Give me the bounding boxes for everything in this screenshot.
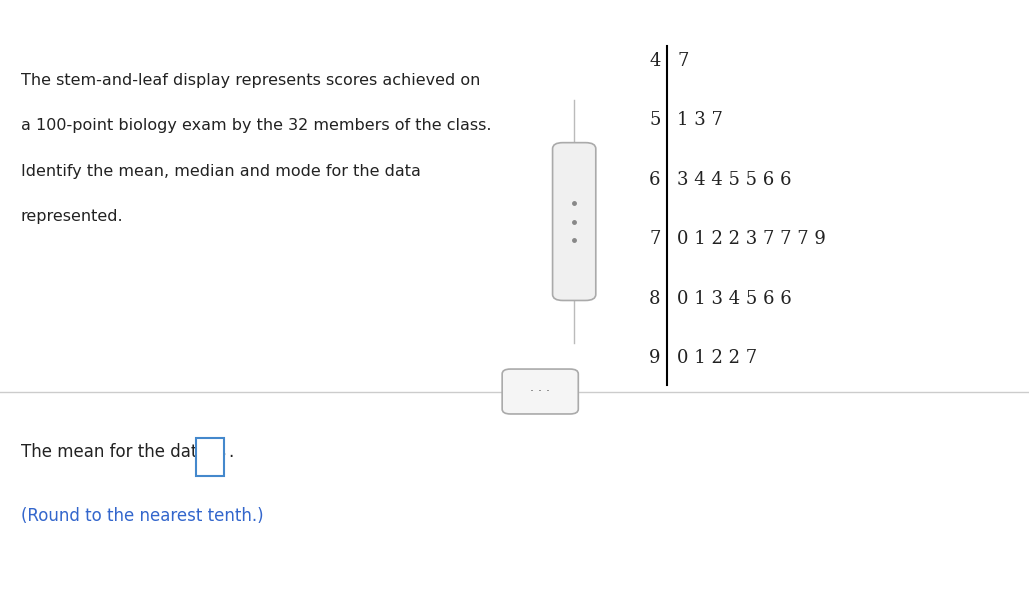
Text: 8: 8 [649, 290, 661, 308]
Text: 1 3 7: 1 3 7 [677, 111, 723, 129]
FancyBboxPatch shape [196, 438, 224, 476]
Text: 7: 7 [649, 230, 661, 248]
Text: a 100-point biology exam by the 32 members of the class.: a 100-point biology exam by the 32 membe… [21, 118, 491, 134]
Text: 5: 5 [649, 111, 661, 129]
FancyBboxPatch shape [502, 369, 578, 414]
FancyBboxPatch shape [553, 143, 596, 300]
Text: represented.: represented. [21, 209, 123, 225]
Text: .: . [228, 443, 234, 461]
Text: · · ·: · · · [530, 385, 551, 398]
Text: 0 1 2 2 7: 0 1 2 2 7 [677, 349, 757, 367]
Text: 9: 9 [649, 349, 661, 367]
Text: 4: 4 [649, 52, 661, 70]
Text: 7: 7 [677, 52, 688, 70]
Text: (Round to the nearest tenth.): (Round to the nearest tenth.) [21, 507, 263, 525]
Text: 3 4 4 5 5 6 6: 3 4 4 5 5 6 6 [677, 171, 791, 189]
Text: The stem-and-leaf display represents scores achieved on: The stem-and-leaf display represents sco… [21, 73, 480, 88]
Text: The mean for the data is: The mean for the data is [21, 443, 230, 461]
Text: Identify the mean, median and mode for the data: Identify the mean, median and mode for t… [21, 164, 421, 179]
Text: 0 1 2 2 3 7 7 7 9: 0 1 2 2 3 7 7 7 9 [677, 230, 826, 248]
Text: 0 1 3 4 5 6 6: 0 1 3 4 5 6 6 [677, 290, 792, 308]
Text: 6: 6 [649, 171, 661, 189]
